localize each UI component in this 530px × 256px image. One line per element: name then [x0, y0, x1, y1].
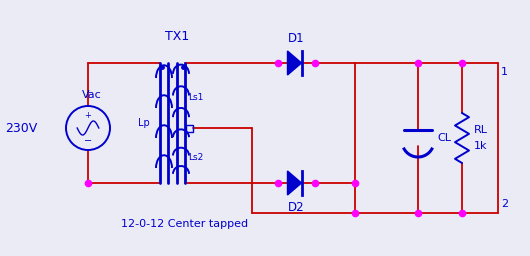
Text: D1: D1 [288, 32, 305, 45]
Polygon shape [287, 51, 302, 75]
Text: Ls1: Ls1 [188, 93, 204, 102]
Bar [186, 124, 193, 132]
Text: RL: RL [474, 125, 488, 135]
Text: 1: 1 [501, 67, 508, 77]
Text: 1k: 1k [474, 141, 488, 151]
Polygon shape [287, 171, 302, 195]
Text: 2: 2 [501, 199, 508, 209]
Text: TX1: TX1 [165, 30, 190, 43]
Text: CL: CL [437, 133, 451, 143]
Text: Vac: Vac [82, 90, 102, 100]
Text: 230V: 230V [5, 122, 37, 134]
Text: −: − [84, 136, 92, 146]
Text: Ls2: Ls2 [188, 154, 203, 163]
Text: 12-0-12 Center tapped: 12-0-12 Center tapped [121, 219, 249, 229]
Text: +: + [85, 111, 92, 120]
Text: Lp: Lp [138, 118, 150, 128]
Text: D2: D2 [288, 201, 305, 214]
